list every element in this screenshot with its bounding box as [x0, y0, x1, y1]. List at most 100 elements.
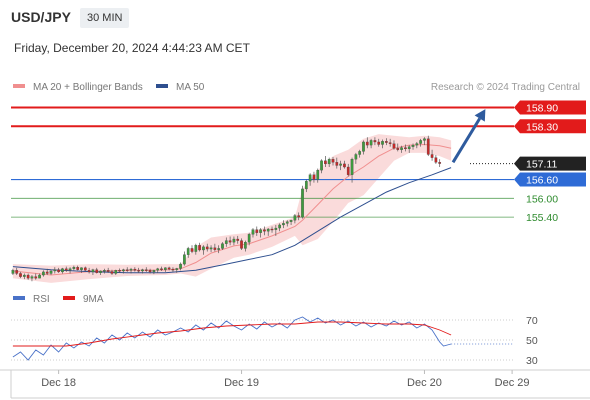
support-label: 156.00 [526, 193, 558, 205]
candle-body [202, 246, 205, 251]
candle-body [103, 270, 106, 272]
candle-body [373, 140, 377, 143]
forecast-arrow-shaft [451, 117, 481, 164]
candle-body [213, 247, 217, 250]
candle [362, 140, 365, 155]
price-levels [11, 106, 514, 218]
candle-body [148, 270, 152, 273]
candle-body [152, 270, 156, 273]
candle [430, 149, 434, 161]
forecast-arrow [451, 109, 486, 164]
forecast-arrow-head [474, 109, 486, 122]
chart-frame [0, 369, 590, 399]
candle [377, 138, 381, 147]
candle [331, 156, 335, 166]
candle-body [282, 223, 285, 226]
candle [263, 226, 266, 236]
x-tick-label: Dec 18 [41, 377, 76, 389]
candle [34, 273, 38, 280]
candle-body [42, 271, 45, 276]
candle-body [45, 271, 49, 274]
candle-body [377, 141, 381, 145]
badge-value: 157.11 [526, 159, 557, 171]
candle [133, 267, 137, 272]
candle-body [171, 268, 175, 271]
candle [419, 138, 422, 147]
candle [152, 269, 156, 275]
candle-body [141, 269, 144, 272]
candle-body [133, 268, 137, 271]
candle-body [274, 227, 278, 230]
candle-body [335, 162, 339, 166]
candle-body [221, 243, 224, 249]
candle-body [244, 242, 247, 249]
candle-body [381, 141, 384, 145]
candle [369, 138, 373, 149]
candle [251, 228, 255, 238]
level-badge: 157.11 [514, 156, 586, 171]
candle-body [255, 229, 259, 233]
candle-body [392, 143, 396, 149]
candle [80, 267, 83, 273]
candle [396, 143, 400, 152]
candle [118, 268, 121, 273]
candle-body [217, 248, 221, 250]
candle-body [23, 274, 26, 277]
candle [53, 267, 57, 274]
candle-body [190, 248, 194, 252]
candle [221, 242, 224, 250]
candle [324, 156, 327, 168]
candle [259, 228, 262, 238]
candle [274, 224, 278, 236]
candle-body [163, 267, 167, 270]
candle [411, 143, 415, 150]
symbol-title: USD/JPY [11, 9, 71, 25]
candle-body [423, 138, 426, 141]
candle [293, 213, 297, 224]
candle [297, 212, 301, 221]
bollinger-fill [12, 134, 452, 283]
timeframe-badge[interactable]: 30 MIN [80, 8, 130, 28]
candle [186, 246, 190, 258]
candle [144, 267, 148, 272]
candle-body [438, 162, 442, 164]
candle [45, 268, 49, 276]
candle-body [247, 234, 251, 243]
candle [42, 270, 45, 277]
badge-value: 158.90 [526, 103, 558, 115]
candle [209, 245, 213, 253]
candle [400, 145, 403, 153]
candle [68, 267, 72, 274]
candle-body [186, 248, 190, 255]
candle [125, 267, 129, 272]
candle [15, 267, 19, 276]
candle-body [362, 141, 365, 152]
candle [91, 268, 95, 276]
candle-body [156, 268, 160, 271]
candle [137, 267, 140, 273]
candle-body [205, 246, 209, 250]
candle [392, 140, 396, 150]
candle [350, 157, 354, 183]
candle-body [426, 138, 430, 155]
candle [19, 271, 22, 279]
candle [304, 179, 308, 193]
candle-body [278, 224, 281, 229]
legend-label: MA 20 + Bollinger Bands [33, 82, 143, 93]
candle [316, 168, 320, 183]
candle-body [419, 140, 422, 144]
candle-body [400, 147, 403, 150]
candle-body [144, 269, 148, 271]
candle [114, 269, 118, 276]
candle-body [434, 157, 438, 163]
candle [415, 141, 419, 149]
support-label: 155.40 [526, 212, 558, 224]
candle-body [228, 240, 232, 243]
candle [236, 235, 240, 244]
candle [183, 251, 186, 266]
9ma-line [12, 321, 452, 347]
candle [49, 270, 53, 276]
candle [11, 268, 15, 276]
candle-body [369, 140, 373, 146]
candle [301, 185, 304, 219]
